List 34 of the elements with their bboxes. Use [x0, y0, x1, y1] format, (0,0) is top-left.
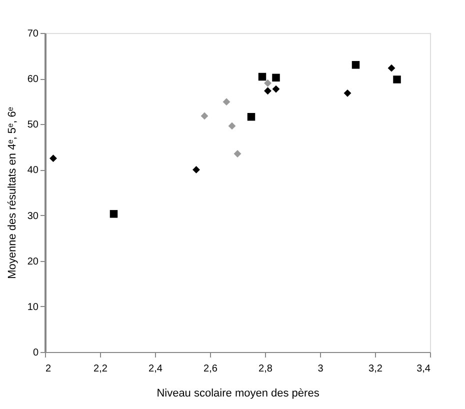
- x-axis-title: Niveau scolaire moyen des pères: [156, 388, 320, 400]
- x-tick-label: 2,6: [204, 364, 218, 374]
- x-tick-label: 2,2: [94, 364, 108, 374]
- point: [258, 72, 266, 81]
- point: [50, 154, 57, 162]
- point: [264, 87, 272, 95]
- y-tick-label: 50: [27, 120, 39, 131]
- point: [200, 112, 208, 120]
- point: [352, 61, 360, 69]
- y-tick-label: 70: [27, 28, 39, 40]
- x-tick-label: 3,2: [368, 364, 383, 374]
- y-tick-label: 20: [27, 256, 39, 268]
- y-tick-label: 10: [27, 302, 39, 313]
- y-tick-label: 30: [27, 210, 39, 222]
- y-tick-label: 60: [27, 74, 39, 86]
- y-axis-title: Moyenne des résultats en 4ᵉ, 5ᵉ, 6ᵉ: [6, 107, 18, 279]
- x-tick-label: 2,4: [148, 364, 163, 374]
- point: [192, 166, 200, 174]
- x-tick-label: 3: [318, 364, 324, 374]
- x-tick-label: 2,8: [258, 364, 273, 374]
- y-tick-label: 40: [27, 165, 39, 176]
- point: [247, 112, 256, 121]
- point: [110, 210, 118, 218]
- point: [272, 74, 280, 82]
- point: [344, 89, 352, 97]
- point: [393, 76, 401, 84]
- x-tick-label: 2: [46, 364, 52, 374]
- point: [388, 64, 396, 72]
- point: [272, 85, 280, 93]
- point: [228, 122, 236, 130]
- y-tick-label: 0: [32, 348, 39, 358]
- point: [222, 98, 230, 106]
- x-tick-label: 3,4: [416, 364, 431, 374]
- point: [264, 79, 272, 87]
